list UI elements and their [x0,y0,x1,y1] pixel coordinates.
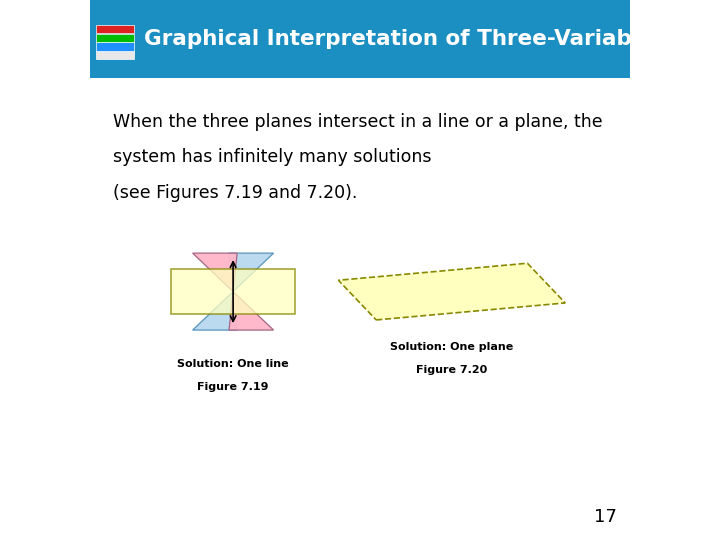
Polygon shape [193,292,237,330]
Text: When the three planes intersect in a line or a plane, the: When the three planes intersect in a lin… [113,113,603,131]
Polygon shape [229,292,274,330]
Text: 17: 17 [593,509,616,526]
Text: Graphical Interpretation of Three-Variable Systems: Graphical Interpretation of Three-Variab… [144,29,720,49]
Polygon shape [171,269,295,314]
Bar [90,0,630,78]
Text: (see Figures 7.19 and 7.20).: (see Figures 7.19 and 7.20). [113,184,357,201]
Bar [96,42,134,51]
Polygon shape [338,263,565,320]
Bar [96,51,134,59]
Polygon shape [193,253,237,292]
Text: Solution: One plane: Solution: One plane [390,342,513,352]
Text: Figure 7.19: Figure 7.19 [197,382,269,392]
Polygon shape [229,253,274,292]
Text: Solution: One line: Solution: One line [177,359,289,369]
Bar [96,25,134,33]
Bar [96,33,134,42]
Text: system has infinitely many solutions: system has infinitely many solutions [113,148,431,166]
Text: Figure 7.20: Figure 7.20 [416,365,487,375]
